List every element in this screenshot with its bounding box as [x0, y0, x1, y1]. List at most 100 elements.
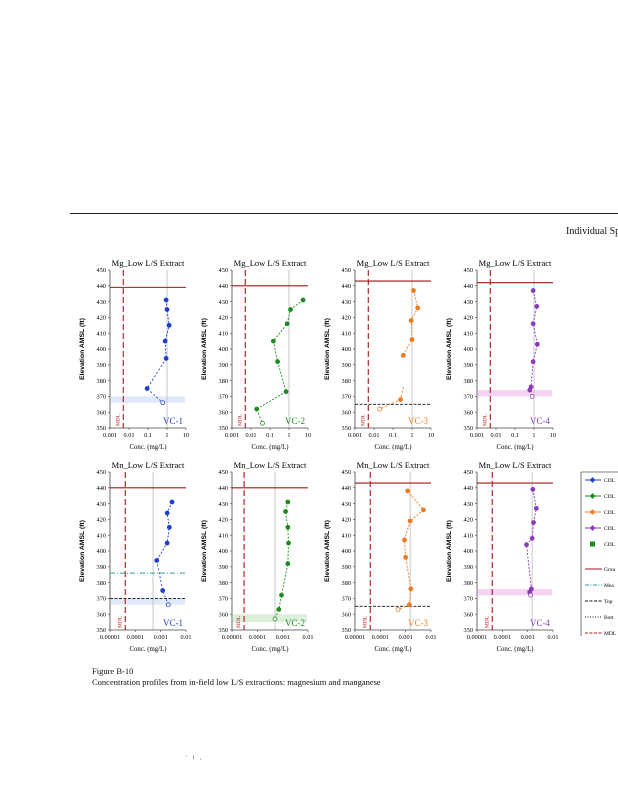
y-tick-label: 440 — [464, 485, 473, 492]
well-label: VC-4 — [530, 416, 550, 426]
data-point — [409, 337, 415, 342]
series-line-upper — [256, 299, 304, 410]
y-tick-label: 420 — [464, 517, 473, 524]
data-point — [411, 288, 416, 293]
mdl-label: MDL — [360, 413, 366, 426]
x-tick-label: 0.1 — [266, 432, 274, 439]
x-tick-label: 1 — [410, 432, 413, 439]
figure-description: Concentration profiles from in-field low… — [92, 677, 381, 687]
y-tick-label: 390 — [97, 362, 106, 369]
x-tick-label: 1 — [165, 432, 168, 439]
y-tick-label: 390 — [219, 362, 228, 369]
x-tick-label: 0.001 — [399, 634, 413, 641]
screen-band — [111, 396, 185, 403]
x-tick-label: 10 — [550, 432, 556, 439]
y-tick-label: 410 — [464, 532, 473, 539]
y-tick-label: 430 — [219, 501, 228, 508]
legend-label: Bott — [604, 615, 614, 621]
y-tick-label: 410 — [464, 330, 473, 337]
y-axis-label: Elevation AMSL (ft) — [446, 520, 453, 582]
data-point — [165, 602, 171, 608]
data-point — [166, 322, 172, 328]
y-tick-label: 350 — [342, 425, 351, 432]
chart-panel-7: Mn_Low L/S Extract 350 360 370 380 390 400 410 4… — [324, 460, 437, 653]
chart-title: Mg_Low L/S Extract — [234, 258, 307, 268]
x-tick-label: 0.01 — [425, 634, 436, 641]
y-tick-label: 410 — [219, 330, 228, 337]
x-tick-label: 0.001 — [276, 634, 290, 641]
y-tick-label: 450 — [464, 267, 473, 274]
y-tick-label: 420 — [464, 315, 473, 322]
x-axis-label: Conc. (mg/L) — [375, 444, 412, 451]
chart-panel-6: Mn_Low L/S Extract 350 360 370 380 390 400 410 4… — [201, 460, 314, 653]
data-point — [279, 592, 284, 598]
y-tick-label: 350 — [219, 425, 228, 432]
x-tick-label: 0.1 — [144, 432, 152, 439]
y-tick-label: 390 — [464, 564, 473, 571]
well-label: VC-2 — [285, 618, 305, 628]
well-label: VC-1 — [163, 416, 183, 426]
legend-label: CDL — [604, 542, 616, 548]
y-tick-label: 370 — [464, 394, 473, 401]
data-point — [283, 509, 288, 514]
y-tick-label: 420 — [219, 315, 228, 322]
y-tick-label: 350 — [464, 627, 473, 634]
data-point — [530, 321, 536, 327]
chart-panel-8: Mn_Low L/S Extract 350 360 370 380 390 400 410 4… — [446, 460, 559, 653]
x-tick-label: 10 — [428, 432, 434, 439]
data-point — [415, 305, 421, 311]
y-tick-label: 390 — [342, 362, 351, 369]
y-tick-label: 400 — [219, 548, 228, 555]
x-tick-label: 10 — [183, 432, 189, 439]
mdl-label: MDL — [117, 615, 123, 628]
y-tick-label: 440 — [219, 485, 228, 492]
y-tick-label: 380 — [464, 378, 473, 385]
y-tick-label: 390 — [464, 362, 473, 369]
y-tick-label: 440 — [97, 485, 106, 492]
y-tick-label: 370 — [219, 596, 228, 603]
chart-panel-3: Mg_Low L/S Extract 350 360 370 380 390 400 410 4… — [324, 258, 434, 451]
chart-panel-5: Mn_Low L/S Extract 350 360 370 380 390 400 410 4… — [79, 460, 192, 653]
data-point — [270, 338, 276, 344]
y-tick-label: 350 — [97, 425, 106, 432]
series-line-upper — [156, 501, 173, 561]
x-tick-label: 0.00001 — [100, 634, 120, 641]
data-point — [283, 389, 289, 395]
data-point — [162, 338, 168, 344]
x-axis-label: Conc. (mg/L) — [252, 444, 289, 451]
y-tick-label: 450 — [342, 469, 351, 476]
y-axis-label: Elevation AMSL (ft) — [79, 520, 86, 582]
y-tick-label: 360 — [342, 409, 351, 416]
x-tick-label: 0.0001 — [372, 634, 389, 641]
x-tick-label: 0.01 — [490, 432, 501, 439]
y-tick-label: 420 — [342, 315, 351, 322]
x-tick-label: 0.1 — [389, 432, 397, 439]
data-point — [420, 507, 426, 513]
y-tick-label: 410 — [219, 532, 228, 539]
y-tick-label: 400 — [464, 346, 473, 353]
data-point — [300, 297, 306, 303]
y-tick-label: 440 — [342, 283, 351, 290]
y-tick-label: 410 — [342, 330, 351, 337]
x-tick-label: 0.001 — [348, 432, 362, 439]
data-point — [160, 400, 166, 406]
y-tick-label: 360 — [342, 611, 351, 618]
data-point — [408, 586, 414, 592]
screen-band — [478, 588, 552, 596]
y-tick-label: 380 — [464, 580, 473, 587]
y-tick-label: 370 — [219, 394, 228, 401]
well-label: VC-3 — [408, 416, 428, 426]
y-tick-label: 360 — [97, 611, 106, 618]
chart-title: Mn_Low L/S Extract — [357, 460, 430, 470]
figure-caption: Figure B-10 Concentration profiles from … — [92, 666, 381, 688]
y-tick-label: 370 — [342, 596, 351, 603]
y-tick-label: 410 — [97, 330, 106, 337]
x-tick-label: 0.01 — [123, 432, 134, 439]
data-point — [254, 406, 260, 412]
y-tick-label: 420 — [97, 517, 106, 524]
y-tick-label: 370 — [342, 394, 351, 401]
y-tick-label: 360 — [219, 409, 228, 416]
legend-marker — [589, 525, 596, 531]
data-point — [285, 499, 291, 505]
data-point — [276, 607, 282, 612]
